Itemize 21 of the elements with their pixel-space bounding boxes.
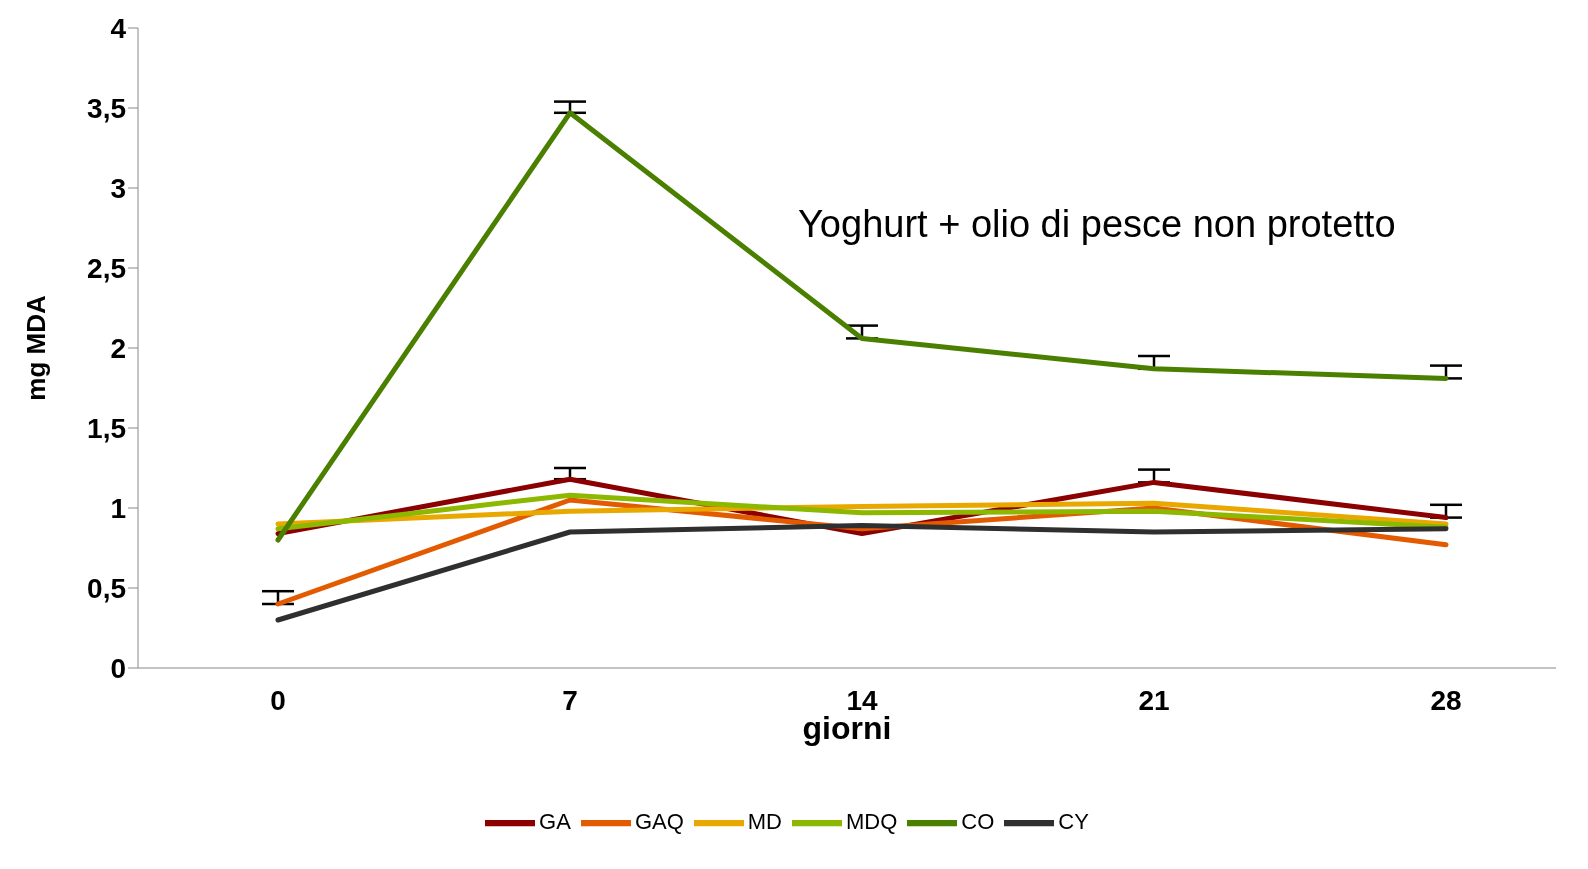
y-tick-label: 0 — [110, 652, 126, 684]
legend-label: MD — [747, 808, 783, 834]
y-axis-title: mg MDA — [21, 295, 52, 401]
y-tick-label: 2 — [110, 332, 126, 364]
legend-label: GAQ — [634, 808, 684, 834]
legend-label: CY — [1058, 808, 1089, 834]
legend-label: GA — [539, 808, 571, 834]
x-tick-label: 0 — [270, 684, 286, 716]
y-tick-label: 2,5 — [87, 252, 126, 284]
legend-label: MDQ — [846, 808, 898, 834]
legend-label: CO — [961, 808, 995, 834]
y-tick-label: 1,5 — [87, 412, 126, 444]
annotation: Yoghurt + olio di pesce non protetto — [798, 203, 1396, 246]
x-tick-label: 21 — [1138, 684, 1170, 716]
y-tick-label: 3 — [110, 172, 126, 204]
y-tick-label: 4 — [110, 12, 127, 44]
x-tick-label: 7 — [562, 684, 578, 716]
y-tick-label: 0,5 — [87, 572, 126, 604]
x-tick-label: 28 — [1430, 684, 1462, 716]
y-tick-label: 1 — [110, 492, 126, 524]
y-tick-label: 3,5 — [87, 92, 126, 124]
